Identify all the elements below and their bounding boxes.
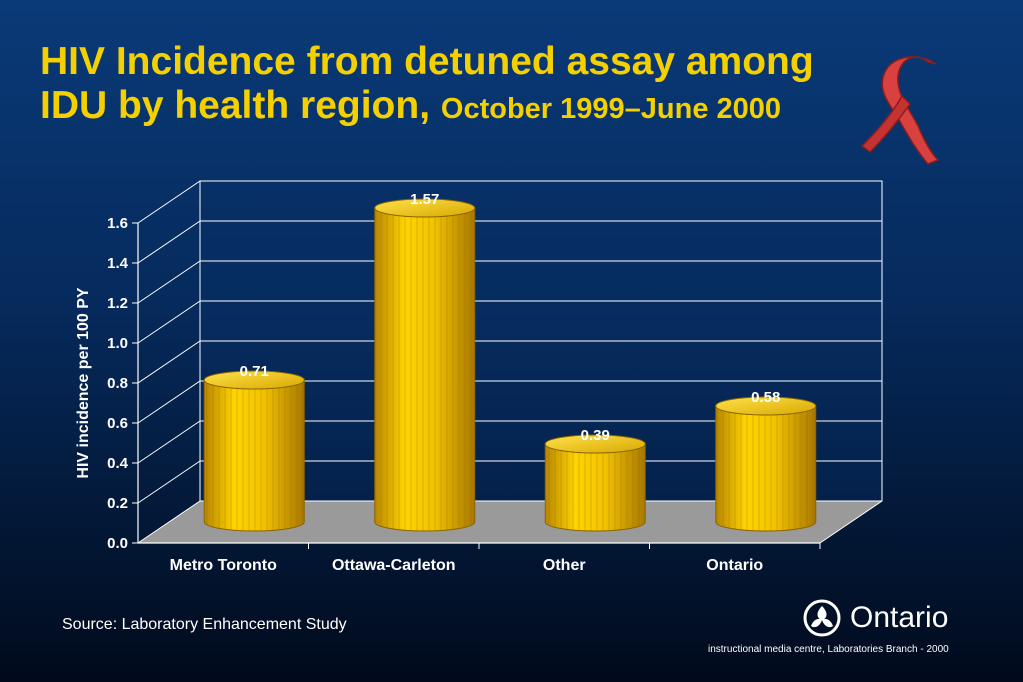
gridline-side <box>137 420 201 464</box>
gridline-side <box>137 300 201 344</box>
bar-value-label: 0.39 <box>581 427 610 444</box>
floor-edge <box>819 500 883 544</box>
gridline-side <box>137 500 201 544</box>
chart-frame <box>137 180 883 544</box>
awareness-ribbon-icon <box>860 56 940 165</box>
logo-text: Ontario <box>850 601 949 634</box>
gridline-side <box>137 260 201 304</box>
bar-value-label: 0.58 <box>751 389 780 406</box>
y-tick-label: 0.2 <box>107 495 128 512</box>
chart-floor <box>138 501 882 543</box>
y-tick-label: 0.6 <box>107 415 128 432</box>
y-tick-label: 1.4 <box>107 255 129 272</box>
y-tick-label: 0.4 <box>107 455 129 472</box>
trillium-logo-icon <box>803 599 841 637</box>
y-tick-label: 1.0 <box>107 335 128 352</box>
bar-ribs <box>545 444 646 531</box>
y-tick-label: 1.6 <box>107 215 128 232</box>
x-axis-ticks: Metro Toronto Ottawa-Carleton Other Ontario <box>170 543 821 574</box>
title-line-2: IDU by health region, <box>40 84 431 127</box>
gridline-side <box>137 460 201 504</box>
bar-ribs <box>204 380 305 531</box>
gridline-side <box>137 340 201 384</box>
bar-cap <box>715 396 817 416</box>
x-tick-label: Other <box>543 557 586 574</box>
bar <box>544 434 646 532</box>
x-tick-label: Ontario <box>706 557 763 574</box>
chart-bars: 0.71 1.57 0.39 0.58 <box>203 191 817 532</box>
x-tick-label: Metro Toronto <box>170 557 277 574</box>
y-axis-label: HIV incidence per 100 PY <box>75 287 92 479</box>
gridline-side <box>137 220 201 264</box>
bar-ribs <box>715 406 816 531</box>
bar-cap <box>203 370 305 390</box>
y-tick-label: 0.0 <box>107 535 128 552</box>
credit-line: instructional media centre, Laboratories… <box>708 644 949 655</box>
ontario-logo: Ontario <box>802 598 948 638</box>
chart-title: HIV Incidence from detuned assay among I… <box>40 40 814 131</box>
bar-ribs <box>374 208 475 531</box>
bar-value-label: 1.57 <box>410 191 439 208</box>
bar <box>715 396 817 532</box>
source-note: Source: Laboratory Enhancement Study <box>62 616 347 633</box>
y-axis-ticks: 0.0 0.2 0.4 0.6 0.8 1.0 1.2 1.4 1.6 <box>107 215 138 552</box>
chart-subtitle: October 1999–June 2000 <box>440 93 782 125</box>
bar-cap <box>544 434 646 454</box>
title-line-1: HIV Incidence from detuned assay among <box>40 40 814 83</box>
gridline-side <box>137 180 201 224</box>
y-tick-label: 0.8 <box>107 375 128 392</box>
bar-value-label: 0.71 <box>240 363 269 380</box>
x-tick-label: Ottawa-Carleton <box>332 557 456 574</box>
gridline-side <box>137 380 201 424</box>
bar-cap <box>374 198 476 218</box>
y-tick-label: 1.2 <box>107 295 128 312</box>
bar <box>374 198 476 532</box>
bar <box>203 370 305 532</box>
